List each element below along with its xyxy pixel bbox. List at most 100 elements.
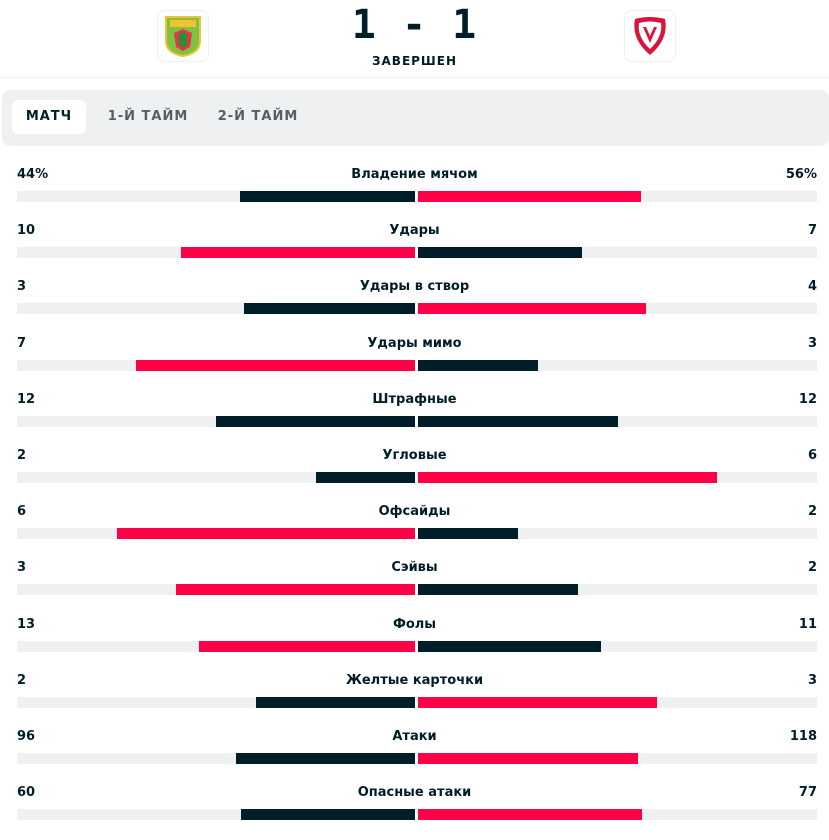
away-bar-fill: [418, 247, 583, 259]
stats-list: 44% Владение мячом 56% 10 Удары 7 3 Удары в ств…: [0, 160, 829, 834]
stat-name: Офсайды: [378, 504, 451, 520]
tab-second-half[interactable]: 2-Й ТАЙМ: [217, 109, 299, 124]
stat-home-value: 13: [17, 616, 36, 632]
stat-name: Владение мячом: [351, 167, 478, 182]
stat-name: Угловые: [382, 447, 447, 463]
stat-away-value: 7: [807, 223, 817, 239]
vitebsk-crest-icon: [634, 17, 666, 55]
stat-name: Желтые карточки: [345, 672, 484, 688]
home-bar-track: [17, 359, 415, 371]
away-bar-track: [418, 471, 817, 483]
away-bar-track: [418, 528, 817, 540]
stat-home-value: 3: [17, 560, 27, 576]
stat-away-value: 56%: [785, 167, 817, 182]
stat-row: 6 Офсайды 2: [0, 497, 829, 553]
home-bar-track: [17, 752, 415, 764]
away-bar-track: [418, 809, 817, 821]
stat-row: 96 Атаки 118: [0, 722, 829, 778]
stat-name: Удары мимо: [367, 335, 462, 351]
home-bar-track: [17, 191, 415, 202]
match-score: 1 - 1: [351, 2, 478, 48]
away-bar-fill: [418, 415, 618, 427]
tab-match[interactable]: МАТЧ: [12, 100, 86, 134]
stat-home-value: 60: [17, 785, 36, 801]
stat-name: Фолы: [392, 616, 437, 632]
stat-away-value: 12: [798, 391, 817, 407]
home-bar-track: [17, 584, 415, 596]
home-bar-fill: [255, 696, 415, 708]
away-bar-fill: [418, 640, 601, 652]
stat-home-value: 44%: [17, 167, 49, 182]
stat-labels: 7 Удары мимо 3: [0, 329, 829, 357]
away-bar-track: [418, 247, 817, 259]
stat-row: 13 Фолы 11: [0, 610, 829, 666]
away-bar-track: [418, 359, 817, 371]
stat-away-value: 11: [798, 616, 817, 632]
match-header: 1 - 1 ЗАВЕРШЕН: [0, 0, 829, 78]
stat-labels: 13 Фолы 11: [0, 610, 829, 638]
stat-home-value: 7: [17, 335, 27, 351]
home-team-logo[interactable]: [157, 10, 209, 62]
home-bar-fill: [176, 584, 415, 596]
away-bar-track: [418, 752, 817, 764]
away-bar-fill: [418, 584, 578, 596]
away-bar-track: [418, 584, 817, 596]
stat-away-value: 6: [807, 447, 817, 463]
stat-labels: 12 Штрафные 12: [0, 385, 829, 413]
stat-away-value: 3: [807, 672, 817, 688]
home-bar-track: [17, 415, 415, 427]
home-bar-fill: [180, 247, 415, 259]
stat-home-value: 12: [17, 391, 36, 407]
away-bar-fill: [418, 359, 538, 371]
away-bar-track: [418, 303, 817, 315]
home-bar-fill: [240, 809, 415, 821]
away-bar-fill: [418, 303, 646, 315]
stat-away-value: 2: [807, 504, 817, 520]
home-bar-fill: [244, 303, 415, 315]
stat-name: Удары: [389, 223, 440, 239]
stat-home-value: 96: [17, 728, 36, 744]
stat-labels: 3 Удары в створ 4: [0, 272, 829, 300]
away-bar-track: [418, 191, 817, 202]
match-status: ЗАВЕРШЕН: [371, 54, 457, 68]
away-bar-fill: [418, 528, 518, 540]
away-bar-fill: [418, 191, 642, 202]
home-bar-track: [17, 528, 415, 540]
away-team-logo[interactable]: [624, 10, 676, 62]
home-bar-fill: [236, 752, 415, 764]
stat-away-value: 2: [807, 560, 817, 576]
away-bar-fill: [418, 471, 718, 483]
stat-away-value: 4: [807, 279, 817, 295]
stat-row: 12 Штрафные 12: [0, 385, 829, 441]
stat-name: Удары в створ: [359, 279, 470, 295]
home-bar-track: [17, 303, 415, 315]
away-bar-track: [418, 640, 817, 652]
home-bar-track: [17, 809, 415, 821]
home-bar-track: [17, 471, 415, 483]
stat-name: Атаки: [392, 728, 437, 744]
away-bar-track: [418, 696, 817, 708]
home-bar-fill: [239, 191, 415, 202]
away-bar-fill: [418, 752, 638, 764]
stat-row: 10 Удары 7: [0, 216, 829, 272]
stat-home-value: 6: [17, 504, 27, 520]
stat-home-value: 3: [17, 279, 27, 295]
away-bar-track: [418, 415, 817, 427]
stat-labels: 2 Желтые карточки 3: [0, 666, 829, 694]
stat-row: 3 Удары в створ 4: [0, 272, 829, 328]
stat-row: 2 Угловые 6: [0, 441, 829, 497]
stat-home-value: 10: [17, 223, 36, 239]
stat-away-value: 77: [798, 785, 817, 801]
stat-row: 3 Сэйвы 2: [0, 553, 829, 609]
stat-labels: 3 Сэйвы 2: [0, 553, 829, 581]
stat-row: 44% Владение мячом 56%: [0, 160, 829, 216]
home-bar-track: [17, 247, 415, 259]
stat-labels: 6 Офсайды 2: [0, 497, 829, 525]
stat-labels: 60 Опасные атаки 77: [0, 778, 829, 806]
tab-first-half[interactable]: 1-Й ТАЙМ: [107, 109, 189, 124]
home-bar-fill: [116, 528, 415, 540]
stat-labels: 96 Атаки 118: [0, 722, 829, 750]
stat-row: 2 Желтые карточки 3: [0, 666, 829, 722]
period-tabs: МАТЧ 1-Й ТАЙМ 2-Й ТАЙМ: [2, 90, 829, 146]
stat-labels: 44% Владение мячом 56%: [0, 160, 829, 188]
